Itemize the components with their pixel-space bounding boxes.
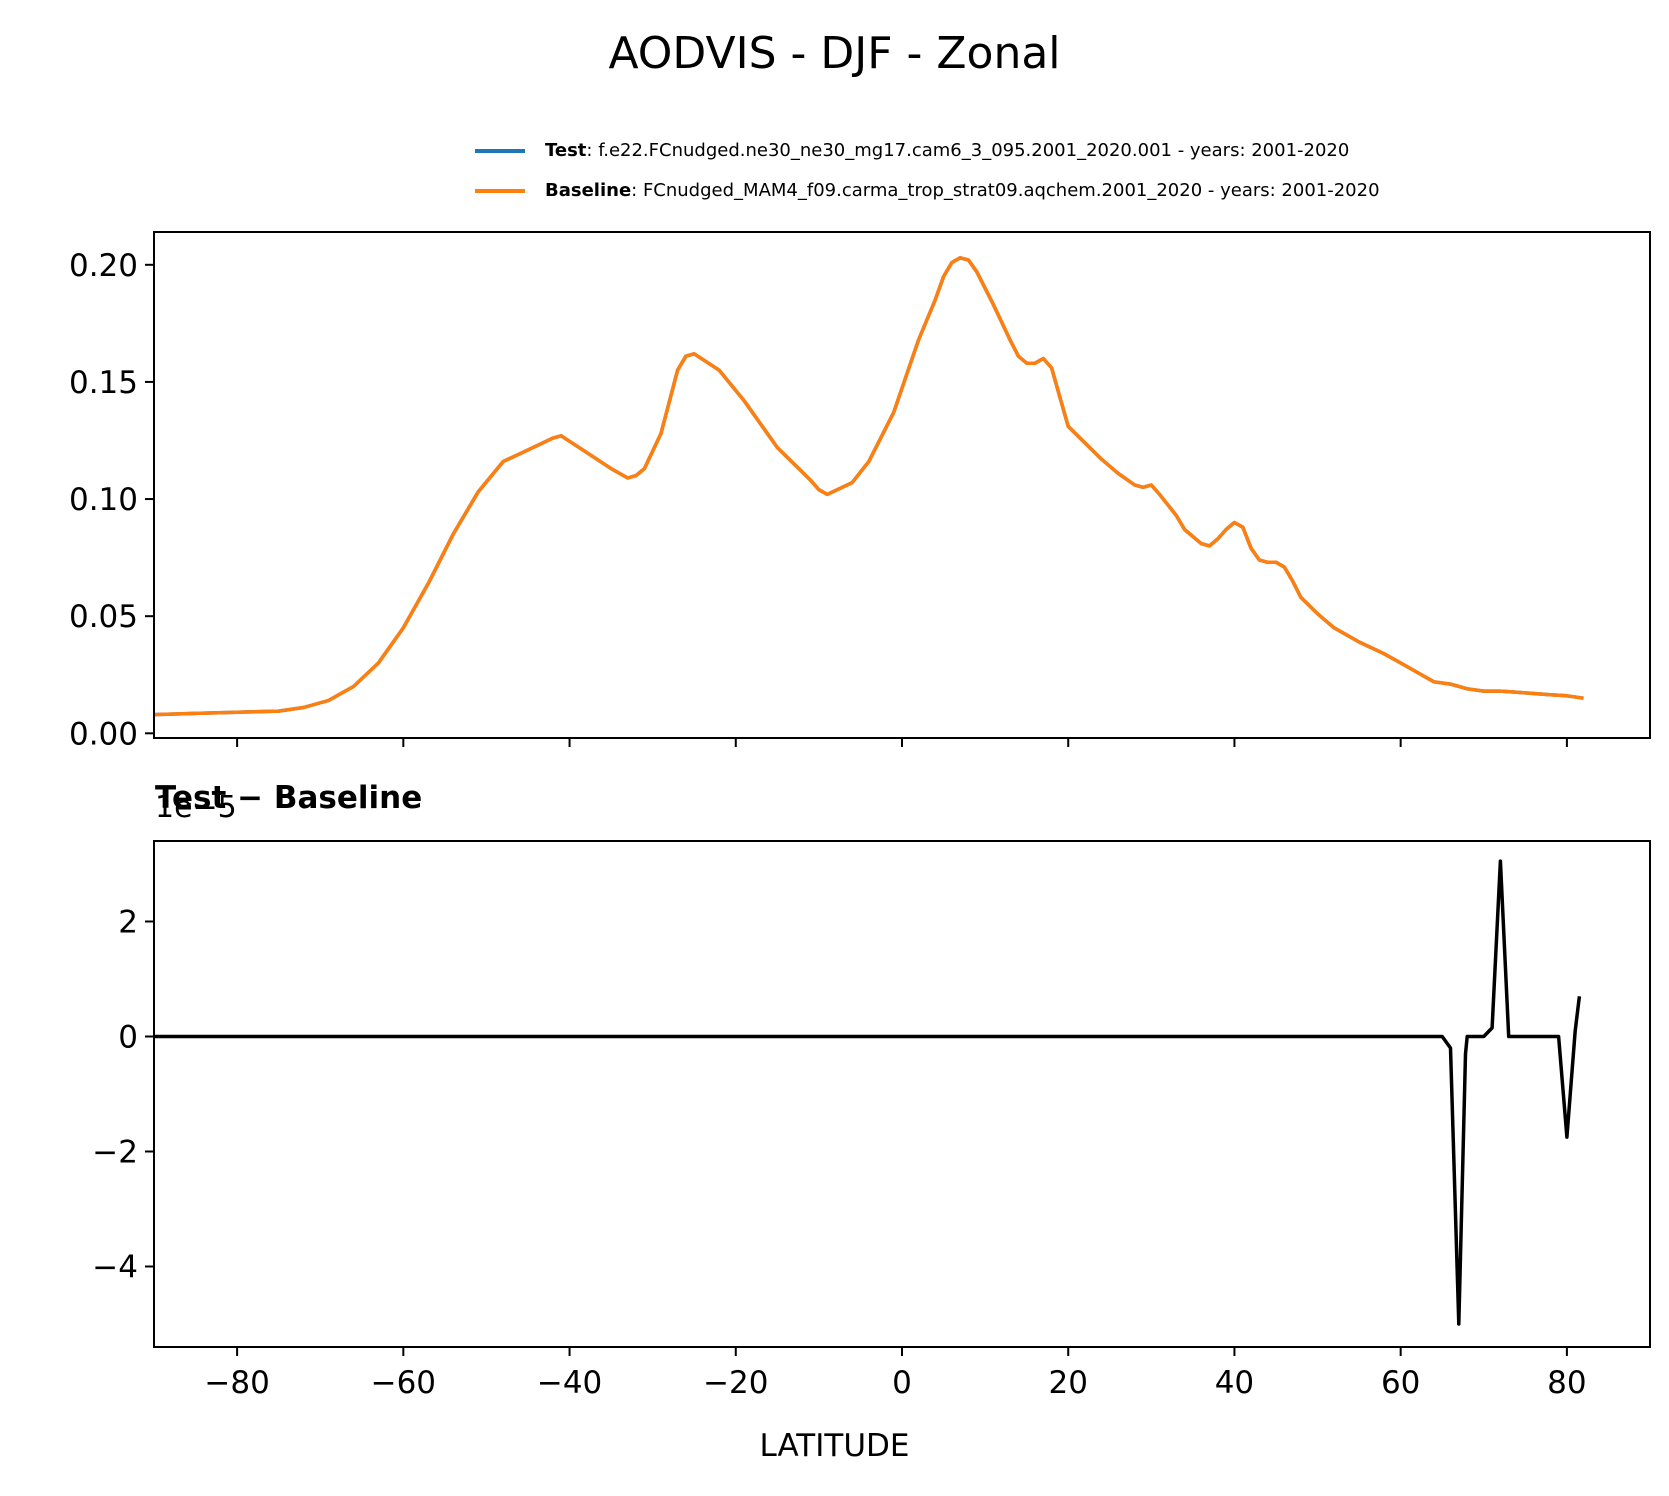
legend-desc-baseline: : FCnudged_MAM4_f09.carma_trop_strat09.a… [631,180,1380,201]
difference-xtick-label: 0 [892,1365,912,1401]
series-line-test-baseline [154,859,1582,1326]
difference-panel-title: Test − Baseline [155,780,423,816]
zonal-mean-axes-frame [153,231,1651,739]
difference-ytick-label: −4 [92,1250,138,1286]
zonal-mean-ytick-label: 0.05 [69,599,138,635]
legend-line-baseline [475,189,525,193]
difference-xtick-label: 80 [1547,1365,1586,1401]
legend-entry-test: Test: f.e22.FCnudged.ne30_ne30_mg17.cam6… [475,140,1349,161]
difference-xtick-label: 20 [1048,1365,1087,1401]
difference-xtick-label: −60 [371,1365,436,1401]
difference-ytick-label: 2 [118,905,138,941]
legend-line-test [475,149,525,153]
difference-xtick-label: −80 [204,1365,269,1401]
legend-entry-baseline: Baseline: FCnudged_MAM4_f09.carma_trop_s… [475,180,1380,201]
legend-label-test: Test [545,140,587,161]
difference-scale-offset: 1e−5 [155,790,237,825]
zonal-mean-ytick-label: 0.15 [69,365,138,401]
legend-desc-test: : f.e22.FCnudged.ne30_ne30_mg17.cam6_3_0… [586,140,1350,161]
x-axis-label: LATITUDE [759,1428,910,1464]
zonal-mean-ytick-label: 0.10 [69,482,138,518]
difference-xtick-label: −40 [537,1365,602,1401]
difference-xtick-label: 40 [1215,1365,1254,1401]
series-line-baseline [154,256,1584,717]
difference-ytick-label: 0 [118,1020,138,1056]
difference-axes-frame [153,840,1651,1348]
figure-title: AODVIS - DJF - Zonal [608,28,1061,79]
difference-xtick-label: −20 [703,1365,768,1401]
zonal-mean-ytick-label: 0.20 [69,248,138,284]
difference-xtick-label: 60 [1381,1365,1420,1401]
difference-ytick-label: −2 [92,1135,138,1171]
legend-label-baseline: Baseline [545,180,632,201]
zonal-mean-ytick-label: 0.00 [69,716,138,752]
